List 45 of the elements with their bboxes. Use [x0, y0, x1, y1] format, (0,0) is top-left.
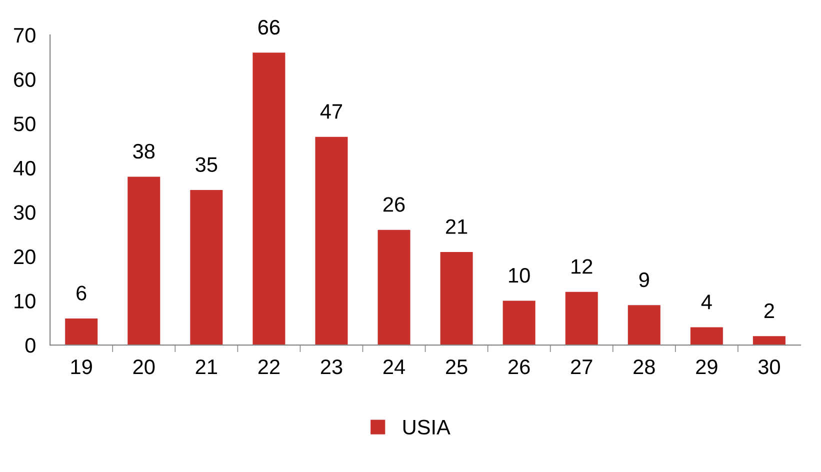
- x-tick-label: 28: [634, 359, 655, 374]
- data-label: 47: [320, 104, 342, 119]
- bar: [190, 190, 223, 346]
- data-label: 2: [764, 303, 774, 318]
- data-label: 12: [572, 259, 592, 274]
- y-tick-label: 0: [25, 338, 36, 353]
- bar: [128, 176, 160, 346]
- legend-label: USIA: [403, 420, 450, 435]
- x-tick-label: 29: [696, 359, 718, 374]
- x-tick-label: 26: [508, 359, 530, 374]
- bar: [440, 252, 473, 346]
- data-label: 6: [76, 286, 86, 300]
- x-tick-label: 20: [133, 359, 155, 374]
- y-tick-label: 60: [14, 72, 36, 87]
- y-tick-label: 30: [14, 205, 36, 220]
- data-label: 66: [258, 20, 280, 35]
- data-label: 10: [509, 268, 530, 283]
- x-tick-label: 30: [758, 359, 780, 374]
- bar: [65, 318, 98, 346]
- y-tick-label: 20: [14, 249, 36, 264]
- data-label: 35: [196, 157, 218, 172]
- x-tick-label: 23: [320, 359, 342, 374]
- bar: [565, 292, 598, 346]
- x-tick-label: 19: [71, 359, 92, 374]
- y-tick-label: 50: [14, 116, 36, 132]
- x-tick-label: 24: [383, 359, 405, 374]
- data-label: 26: [383, 197, 405, 212]
- bar: [502, 300, 536, 346]
- y-tick-label: 10: [14, 294, 36, 308]
- x-tick-label: 25: [446, 359, 468, 374]
- y-tick-label: 70: [14, 28, 36, 43]
- y-tick-label: 40: [14, 160, 36, 176]
- bar: [752, 336, 786, 346]
- data-label: 4: [701, 294, 712, 310]
- bar: [315, 136, 348, 346]
- x-tick-label: 22: [258, 359, 280, 374]
- data-label: 9: [639, 272, 649, 288]
- bar: [252, 52, 286, 346]
- data-label: 21: [446, 219, 468, 234]
- data-label: 38: [133, 144, 155, 159]
- bar: [628, 305, 660, 346]
- x-tick-label: 27: [571, 359, 592, 374]
- x-tick-label: 21: [196, 359, 217, 374]
- bar: [690, 327, 723, 346]
- bar: [378, 230, 410, 346]
